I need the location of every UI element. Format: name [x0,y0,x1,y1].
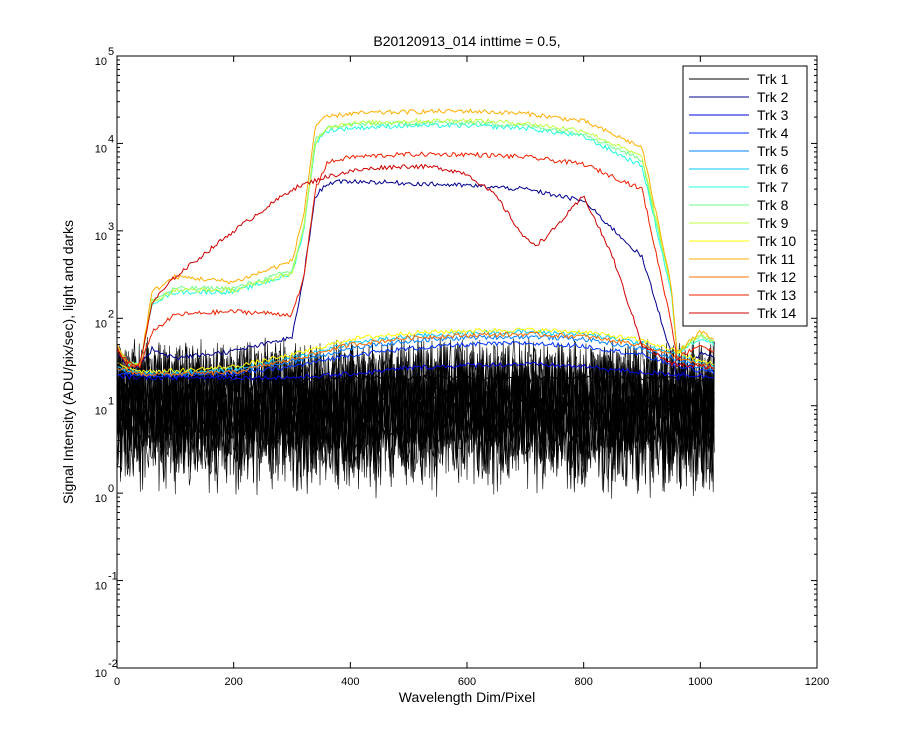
chart-title: B20120913_014 inttime = 0.5, [373,33,560,49]
y-tick-label-exponent: 1 [108,396,114,408]
series-line-trk-3 [117,361,714,381]
legend-label: Trk 9 [757,215,789,231]
y-tick-label-exponent: 4 [108,133,114,145]
legend-label: Trk 5 [757,143,789,159]
legend-label: Trk 14 [757,305,796,321]
axes: 0 200 400 600 800 1000 120010-210-110010110210… [95,46,829,688]
legend-label: Trk 3 [757,107,789,123]
y-tick-label-base: 10 [95,56,107,68]
y-tick-label-base: 10 [95,231,107,243]
series-line-trk-12 [117,331,715,377]
legend-label: Trk 6 [757,161,789,177]
x-tick-label: 800 [574,676,592,688]
x-axis-label: Wavelength Dim/Pixel [399,689,535,705]
series-line-trk-9 [117,117,714,367]
series-line-trk-11 [117,108,714,367]
legend-label: Trk 8 [757,197,789,213]
x-tick-label: 400 [341,676,359,688]
y-tick-label-exponent: -2 [108,658,118,670]
legend-label: Trk 10 [757,233,796,249]
y-tick-label-base: 10 [95,406,107,418]
y-tick-label-base: 10 [95,668,107,680]
y-axis-label: Signal Intensity (ADU/pix/sec), light an… [60,220,76,504]
series-line-trk-5 [117,333,714,378]
dark-noise-line [117,339,715,494]
y-tick-label-exponent: 2 [108,308,114,320]
y-tick-label-base: 10 [95,318,107,330]
series-line-trk-14 [117,163,714,370]
x-tick-label: 600 [458,676,476,688]
legend-label: Trk 2 [757,89,789,105]
legend: Trk 1 Trk 2 Trk 3 Trk 4 Trk 5 Trk 6 Trk 7 Trk 8… [682,65,808,327]
dark-noise-band [117,336,715,499]
series-line-trk-4 [117,340,715,379]
x-tick-label: 0 [114,676,120,688]
x-tick-label: 1000 [688,676,712,688]
series-line-trk-8 [117,119,715,367]
x-tick-label: 1200 [805,676,829,688]
x-tick-label: 200 [224,676,242,688]
y-tick-label-exponent: 3 [108,221,114,233]
plot-lines [117,108,715,499]
y-tick-label-exponent: 5 [108,46,114,58]
legend-label: Trk 12 [757,269,796,285]
y-tick-label-base: 10 [95,143,107,155]
y-tick-label-base: 10 [95,581,107,593]
series-line-trk-7 [117,122,715,368]
dark-noise-line [117,339,715,491]
series-line-trk-10 [117,327,714,374]
legend-label: Trk 13 [757,287,796,303]
y-tick-label-exponent: -1 [108,571,118,583]
series-line-trk-1 [117,362,715,383]
legend-box [682,65,808,327]
legend-label: Trk 11 [757,251,795,267]
legend-label: Trk 1 [757,71,789,87]
series-line-trk-2 [117,178,715,381]
legend-label: Trk 4 [757,125,789,141]
legend-label: Trk 7 [757,179,789,195]
y-tick-label-base: 10 [95,493,107,505]
y-tick-label-exponent: 0 [108,483,114,495]
series-line-trk-13 [117,151,715,370]
